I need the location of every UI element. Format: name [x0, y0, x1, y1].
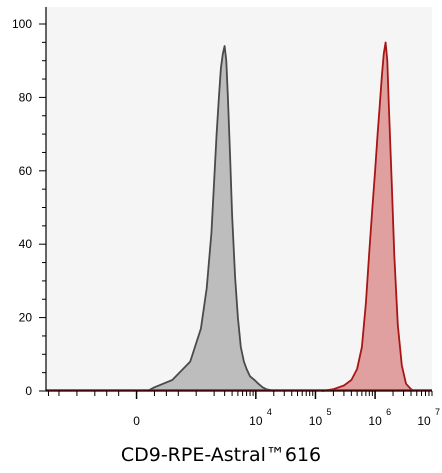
y-tick-label: 100	[12, 17, 32, 31]
x-tick-exponent: 7	[435, 407, 440, 417]
y-tick-label: 80	[19, 90, 33, 104]
histogram-line-2	[322, 41, 415, 392]
histogram-line-1	[146, 45, 275, 392]
x-tick-label: 10	[249, 414, 263, 428]
x-tick-label: 10	[417, 414, 431, 428]
x-tick-label: 10	[368, 414, 382, 428]
x-tick-exponent: 5	[326, 407, 331, 417]
x-tick-exponent: 6	[386, 407, 391, 417]
x-tick-label: 10	[309, 414, 323, 428]
histogram-area-2	[322, 42, 414, 392]
y-tick-label: 60	[19, 164, 33, 178]
y-tick-label: 20	[19, 311, 33, 325]
series-layer	[46, 41, 432, 392]
histogram-area-1	[147, 46, 274, 391]
x-axis-label: CD9-RPE-Astral™616	[120, 444, 322, 466]
x-tick-label: 0	[133, 414, 140, 428]
y-tick-label: 0	[25, 384, 32, 398]
x-tick-exponent: 4	[267, 407, 272, 417]
y-tick-label: 40	[19, 237, 33, 251]
